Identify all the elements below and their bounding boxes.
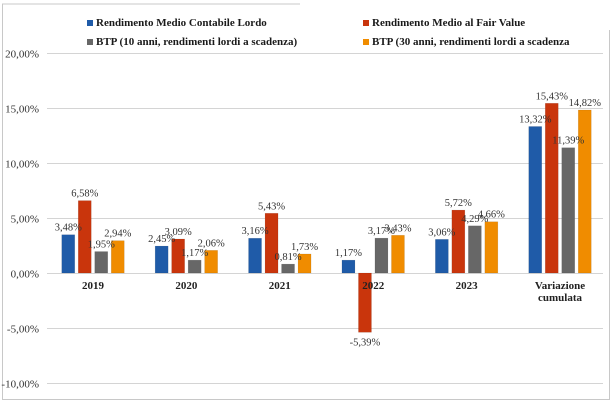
data-label: 1,95% [88, 240, 115, 251]
data-label: 4,29% [461, 214, 488, 225]
bars [61, 102, 592, 333]
bar [341, 259, 356, 274]
data-label: 2,06% [198, 238, 225, 249]
y-axis-tick-labels: 20,00% 15,00% 10,00% 5,00% 0,00% -5,00% -10,00… [1, 49, 39, 391]
bar [528, 126, 543, 274]
data-label: 0,81% [274, 252, 301, 263]
legend: Rendimento Medio Contabile Lordo Rendimen… [87, 17, 570, 48]
data-label: 6,58% [71, 189, 98, 200]
bar [484, 221, 499, 274]
category-label: cumulata [538, 292, 583, 304]
legend-swatch [87, 39, 93, 45]
data-label: 2,45% [148, 234, 175, 245]
data-label: 15,43% [536, 91, 569, 102]
bar [61, 234, 76, 274]
y-tick-label: 5,00% [11, 214, 39, 226]
data-label: 5,43% [258, 201, 285, 212]
bar [297, 253, 312, 274]
data-label: 1,17% [181, 248, 208, 259]
y-tick-label: -10,00% [1, 379, 39, 391]
bar [204, 250, 218, 274]
category-label: 2022 [362, 280, 385, 292]
gridlines [47, 53, 603, 384]
bar [544, 102, 559, 274]
data-label: 3,43% [384, 223, 411, 234]
category-label: 2019 [82, 280, 105, 292]
data-label: 4,66% [478, 210, 505, 221]
legend-swatch [363, 20, 369, 26]
legend-label: Rendimento Medio Contabile Lordo [96, 17, 267, 29]
data-label: 5,72% [445, 198, 472, 209]
legend-label: BTP (30 anni, rendimenti lordi a scadenz… [372, 36, 570, 48]
bar [391, 234, 405, 274]
bar [110, 240, 125, 274]
y-tick-label: 15,00% [5, 104, 39, 116]
y-tick-label: 20,00% [5, 49, 39, 61]
bar [248, 237, 262, 274]
data-label: 14,82% [569, 98, 602, 109]
legend-item: BTP (30 anni, rendimenti lordi a scadenz… [363, 36, 570, 48]
data-label: 3,17% [368, 226, 395, 237]
data-label: 3,16% [241, 226, 268, 237]
bar [187, 259, 202, 274]
bar [94, 251, 109, 274]
category-label: 2021 [269, 280, 291, 292]
bar [281, 263, 295, 274]
data-label: 3,06% [428, 227, 455, 238]
y-tick-label: 0,00% [11, 269, 39, 281]
legend-swatch [87, 20, 93, 26]
data-label: 1,73% [291, 242, 318, 253]
bar [171, 238, 185, 274]
bar [154, 245, 169, 274]
y-tick-label: -5,00% [7, 324, 39, 336]
category-label: 2020 [175, 280, 198, 292]
legend-label: Rendimento Medio al Fair Value [372, 17, 525, 29]
legend-item: BTP (10 anni, rendimenti lordi a scadenz… [87, 36, 298, 48]
bar [435, 239, 449, 274]
bar [468, 225, 482, 274]
legend-swatch [363, 39, 369, 45]
data-label: 2,94% [104, 229, 131, 240]
category-label: 2023 [456, 280, 479, 292]
bar [451, 209, 466, 274]
bar [561, 147, 576, 274]
bar [77, 200, 92, 274]
bar [577, 109, 592, 274]
data-label: 3,09% [165, 227, 192, 238]
data-label: 1,17% [335, 248, 362, 259]
data-labels: 3,48%6,58%1,95%2,94% 2,45%3,09%1,17%2,06%… [55, 91, 602, 348]
data-label: 3,48% [55, 223, 82, 234]
legend-item: Rendimento Medio Contabile Lordo [87, 17, 267, 29]
bar [374, 237, 389, 274]
legend-label: BTP (10 anni, rendimenti lordi a scadenz… [96, 36, 298, 48]
data-label: 11,39% [552, 136, 584, 147]
bar [358, 272, 372, 333]
y-tick-label: 10,00% [5, 159, 39, 171]
category-label: Variazione [535, 280, 585, 292]
data-label: 13,32% [519, 114, 552, 125]
legend-item: Rendimento Medio al Fair Value [363, 17, 525, 29]
chart-frame [2, 3, 610, 400]
data-label: -5,39% [350, 337, 381, 348]
bar [264, 212, 279, 274]
